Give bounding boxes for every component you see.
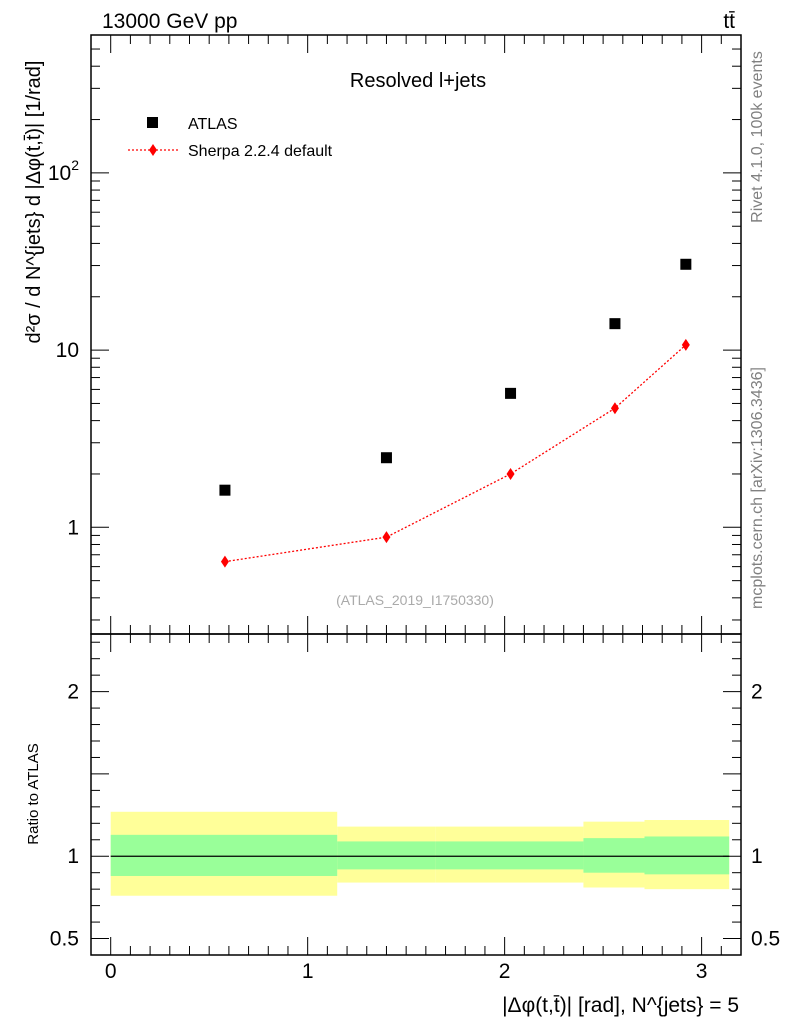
ratio-y-tick-label: 0.5 <box>50 928 79 951</box>
atlas-point <box>505 387 517 399</box>
main-plot: 1 10 102 Resolved l+jets (ATLAS_2019_I175033… <box>23 34 742 635</box>
sherpa-line <box>224 344 687 563</box>
atlas-point <box>219 484 231 496</box>
process-label: tt̄ <box>723 10 735 33</box>
sherpa-point <box>681 338 690 351</box>
sherpa-point <box>382 531 391 544</box>
legend-atlas-marker <box>147 117 158 128</box>
ratio-frame <box>90 633 742 956</box>
ratio-y-tick-label-right: 1 <box>751 845 763 868</box>
atlas-point <box>380 452 392 464</box>
ratio-y-tick-label-right: 0.5 <box>751 928 780 951</box>
x-tick-label: 1 <box>302 960 314 983</box>
ratio-y-tick-label-right: 2 <box>751 681 763 704</box>
x-tick-label: 0 <box>105 960 117 983</box>
y-tick-label: 1 <box>67 516 79 539</box>
ratio-band-inner <box>110 834 338 876</box>
ratio-band-inner <box>337 841 436 870</box>
atlas-point <box>609 318 621 330</box>
atlas-point <box>680 258 692 270</box>
legend-sherpa-label: Sherpa 2.2.4 default <box>188 143 333 160</box>
x-tick-label: 3 <box>696 960 708 983</box>
energy-label: 13000 GeV pp <box>102 10 237 33</box>
mcplots-label: mcplots.cern.ch [arXiv:1306.3436] <box>749 367 766 609</box>
ratio-y-tick-label: 2 <box>67 681 79 704</box>
y-axis-label: d²σ / d N^{jets} d |Δφ(t,t̄)| [1/rad] <box>23 61 45 344</box>
ratio-y-axis-label: Ratio to ATLAS <box>25 743 42 844</box>
rivet-label: Rivet 4.1.0, 100k events <box>749 51 766 223</box>
ratio-plot: 0.5 0.5 1 1 2 2 0 1 2 3 Ratio to ATLAS |Δφ(t,t̄)| [… <box>25 633 780 1017</box>
y-tick-label: 102 <box>48 157 79 185</box>
ratio-band-inner <box>583 838 645 873</box>
analysis-id: (ATLAS_2019_I1750330) <box>336 592 494 608</box>
legend-sherpa-marker <box>149 144 157 156</box>
chart-title: Resolved l+jets <box>350 70 486 92</box>
sherpa-point <box>220 555 229 568</box>
legend-atlas-label: ATLAS <box>188 116 238 133</box>
y-tick-label: 10 <box>56 339 79 362</box>
x-tick-label: 2 <box>499 960 511 983</box>
x-axis-label: |Δφ(t,t̄)| [rad], N^{jets} = 5 <box>502 994 739 1017</box>
ratio-band-inner <box>644 836 730 875</box>
ratio-band-inner <box>435 841 584 870</box>
ratio-y-tick-label: 1 <box>67 845 79 868</box>
sherpa-point <box>506 467 515 480</box>
sherpa-point <box>610 402 619 415</box>
